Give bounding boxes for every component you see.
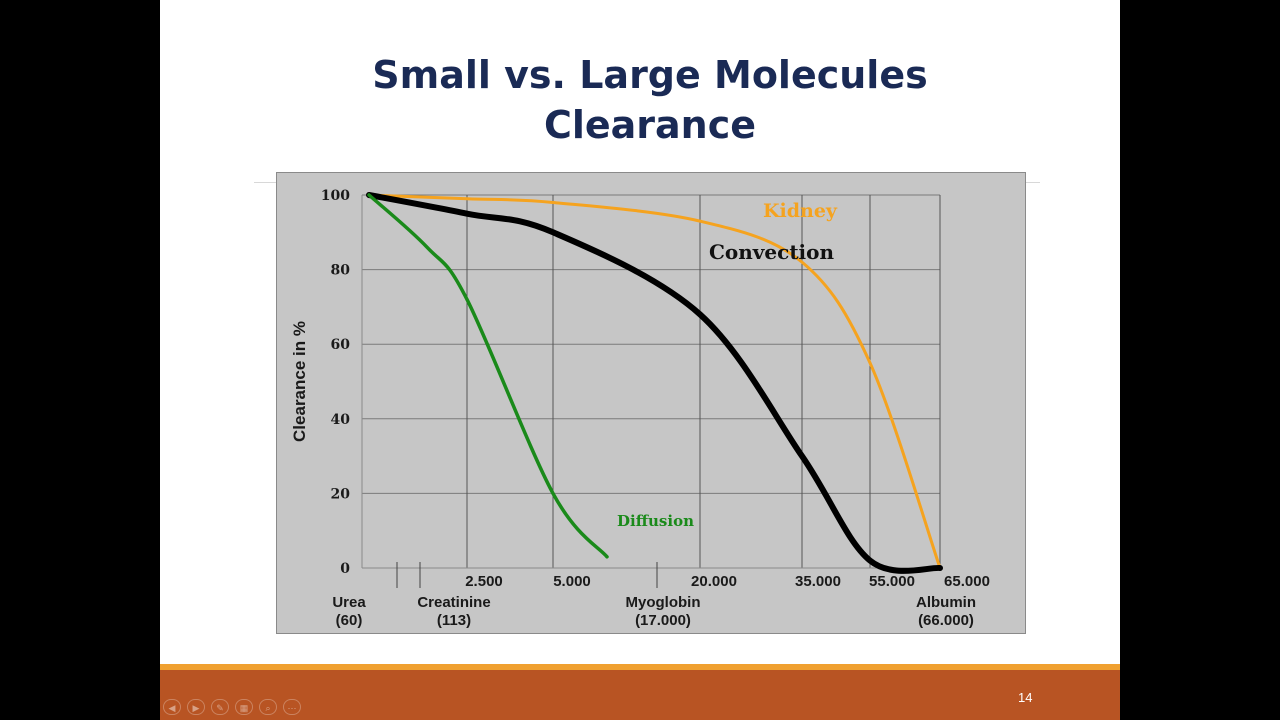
grid-icon: ▦ — [239, 703, 249, 713]
presentation-controls: ◀ ▶ ✎ ▦ ⌕ ⋯ — [163, 699, 301, 715]
molecule-name: Urea — [332, 594, 366, 611]
molecule-weight: (17.000) — [635, 612, 691, 629]
x-tick-label: 55.000 — [869, 573, 915, 590]
clearance-chart: 0 20 40 60 80 100 2.500 5.000 20.000 35.000 55.000… — [276, 172, 1026, 634]
y-tick-label: 20 — [331, 486, 351, 502]
y-axis-label: Clearance in % — [290, 321, 309, 442]
magnifier-icon: ⌕ — [265, 703, 271, 713]
more-icon: ⋯ — [287, 703, 297, 713]
chevron-right-icon: ▶ — [192, 703, 200, 713]
y-tick-label: 80 — [331, 263, 351, 279]
slide-footer — [160, 670, 1120, 720]
kidney-series-label: Kidney — [763, 200, 838, 222]
kidney-curve — [367, 193, 942, 570]
molecule-weight: (60) — [336, 612, 363, 629]
x-tick-label: 5.000 — [553, 573, 591, 590]
x-tick-label: 65.000 — [944, 573, 990, 590]
convection-series-label: Convection — [709, 240, 834, 264]
y-tick-label: 100 — [321, 188, 350, 204]
page-number: 14 — [1018, 690, 1033, 705]
pen-button[interactable]: ✎ — [211, 699, 229, 715]
chevron-left-icon: ◀ — [168, 703, 176, 713]
molecule-weight: (66.000) — [918, 612, 974, 629]
divider-left — [254, 182, 278, 183]
diffusion-series-label: Diffusion — [617, 512, 694, 530]
pen-icon: ✎ — [216, 703, 224, 713]
title-line-2: Clearance — [543, 103, 757, 147]
x-tick-label: 35.000 — [795, 573, 841, 590]
more-options-button[interactable]: ⋯ — [283, 699, 301, 715]
next-slide-button[interactable]: ▶ — [187, 699, 205, 715]
molecule-name: Creatinine — [417, 594, 490, 611]
previous-slide-button[interactable]: ◀ — [163, 699, 181, 715]
y-tick-label: 40 — [331, 412, 351, 428]
divider-right — [1026, 182, 1040, 183]
chart-svg: 0 20 40 60 80 100 2.500 5.000 20.000 35.000 55.000… — [290, 188, 990, 629]
title-line-1: Small vs. Large Molecules — [372, 53, 928, 97]
x-tick-label: 20.000 — [691, 573, 737, 590]
convection-curve — [366, 192, 943, 574]
y-tick-label: 60 — [331, 337, 351, 353]
y-tick-label: 0 — [340, 561, 350, 577]
molecule-name: Myoglobin — [626, 594, 701, 611]
zoom-button[interactable]: ⌕ — [259, 699, 277, 715]
footer-accent-strip — [160, 664, 1120, 670]
molecule-weight: (113) — [437, 612, 471, 629]
slide: Small vs. Large Molecules Clearance 0 20 4… — [160, 0, 1120, 720]
slides-grid-button[interactable]: ▦ — [235, 699, 253, 715]
molecule-name: Albumin — [916, 594, 976, 611]
diffusion-curve — [367, 193, 609, 559]
x-tick-label: 2.500 — [465, 573, 503, 590]
slide-title: Small vs. Large Molecules Clearance — [160, 50, 1120, 150]
